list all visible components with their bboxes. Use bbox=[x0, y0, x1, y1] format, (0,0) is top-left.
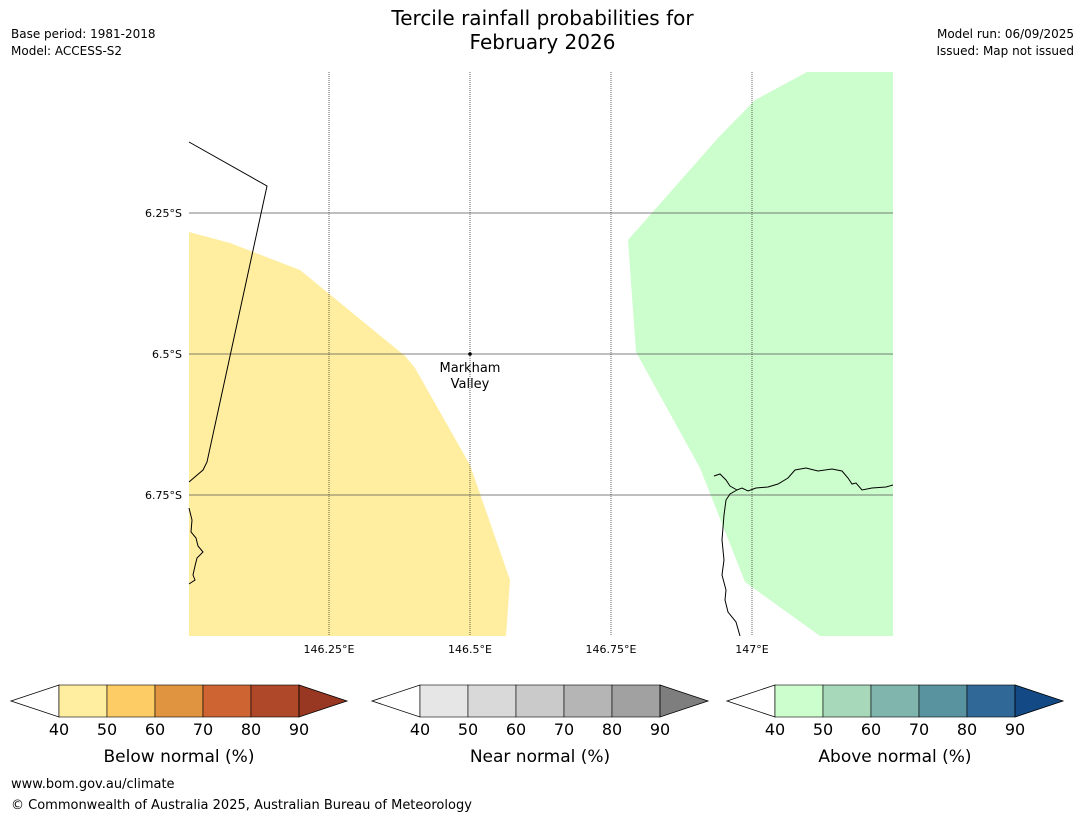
colorbar-tick-label: 60 bbox=[145, 720, 165, 739]
colorbar-near-normal: 40 50 60 70 80 90 Near normal (%) bbox=[370, 684, 710, 767]
colorbar-segment bbox=[154, 684, 204, 718]
colorbar-tick-label: 80 bbox=[957, 720, 977, 739]
colorbar-segment bbox=[202, 684, 252, 718]
colorbar-tick-label: 40 bbox=[765, 720, 785, 739]
colorbar-segment bbox=[250, 684, 300, 718]
colorbar-segment bbox=[966, 684, 1016, 718]
colorbar-segment bbox=[822, 684, 872, 718]
colorbar-tick-label: 50 bbox=[97, 720, 117, 739]
parallel-lines bbox=[189, 212, 893, 496]
model-run: Model run: 06/09/2025 bbox=[936, 27, 1074, 41]
colorbar-tick-label: 90 bbox=[650, 720, 670, 739]
colorbar-low-extension bbox=[370, 684, 421, 718]
lat-label-6-25: 6.25°S bbox=[145, 207, 182, 220]
lat-label-6-75: 6.75°S bbox=[145, 489, 182, 502]
colorbar-high-extension bbox=[1014, 684, 1065, 718]
colorbar-below-normal: 40 50 60 70 80 90 Below normal (%) bbox=[9, 684, 349, 767]
lon-label-147: 147°E bbox=[735, 643, 768, 656]
colorbar-segment bbox=[870, 684, 920, 718]
colorbar-segment bbox=[611, 684, 661, 718]
issued-status: Issued: Map not issued bbox=[936, 44, 1074, 58]
coastline-east bbox=[713, 467, 894, 637]
colorbar-segment bbox=[106, 684, 156, 718]
footer-copyright: © Commonwealth of Australia 2025, Austra… bbox=[11, 798, 472, 813]
colorbar-tick-label: 70 bbox=[554, 720, 574, 739]
meta-right: Model run: 06/09/2025 Issued: Map not is… bbox=[936, 26, 1074, 60]
colorbar-above-normal: 40 50 60 70 80 90 Above normal (%) bbox=[725, 684, 1065, 767]
lon-label-146-75: 146.75°E bbox=[586, 643, 637, 656]
lon-labels: 146.25°E 146.5°E 146.75°E 147°E bbox=[304, 643, 769, 656]
lon-label-146-25: 146.25°E bbox=[304, 643, 355, 656]
colorbar-label: Below normal (%) bbox=[104, 747, 255, 767]
colorbar-high-extension bbox=[659, 684, 710, 718]
colorbar-segment bbox=[918, 684, 968, 718]
title-line-2: February 2026 bbox=[469, 30, 616, 54]
below-normal-region bbox=[189, 232, 510, 636]
colorbar-low-extension bbox=[9, 684, 60, 718]
map-area: Markham Valley bbox=[188, 72, 894, 637]
colorbar-tick-label: 60 bbox=[506, 720, 526, 739]
colorbar-tick-label: 80 bbox=[241, 720, 261, 739]
colorbar-segment bbox=[58, 684, 108, 718]
footer: www.bom.gov.au/climate © Commonwealth of… bbox=[11, 774, 472, 816]
colorbar-tick-label: 80 bbox=[602, 720, 622, 739]
colorbar-high-extension bbox=[298, 684, 349, 718]
lat-labels: 6.25°S 6.5°S 6.75°S bbox=[145, 207, 182, 502]
place-label-line-2: Valley bbox=[451, 377, 490, 392]
colorbar-tick-label: 90 bbox=[289, 720, 309, 739]
border-line bbox=[188, 141, 268, 483]
meta-left: Base period: 1981-2018 Model: ACCESS-S2 bbox=[11, 26, 156, 60]
colorbar-tick-label: 70 bbox=[193, 720, 213, 739]
colorbar-tick-label: 50 bbox=[458, 720, 478, 739]
lat-label-6-5: 6.5°S bbox=[152, 348, 182, 361]
colorbar-tick-label: 70 bbox=[909, 720, 929, 739]
place-label-line-1: Markham bbox=[440, 361, 501, 376]
colorbar-tick-label: 50 bbox=[813, 720, 833, 739]
footer-url: www.bom.gov.au/climate bbox=[11, 777, 175, 792]
base-period: Base period: 1981-2018 bbox=[11, 27, 156, 41]
colorbar-label: Above normal (%) bbox=[818, 747, 971, 767]
colorbar-segment bbox=[515, 684, 565, 718]
colorbar-segment bbox=[774, 684, 824, 718]
title-line-1: Tercile rainfall probabilities for bbox=[391, 6, 694, 30]
colorbar-low-extension bbox=[725, 684, 776, 718]
colorbar-segment bbox=[563, 684, 613, 718]
coast-west bbox=[188, 507, 204, 585]
colorbar-label: Near normal (%) bbox=[470, 747, 610, 767]
colorbar-tick-label: 40 bbox=[49, 720, 69, 739]
model-name: Model: ACCESS-S2 bbox=[11, 44, 123, 58]
map-title: Tercile rainfall probabilities for Febru… bbox=[0, 6, 1085, 54]
markham-valley-marker bbox=[468, 352, 472, 356]
lon-label-146-5: 146.5°E bbox=[448, 643, 492, 656]
colorbar-segment bbox=[467, 684, 517, 718]
colorbar-tick-label: 90 bbox=[1005, 720, 1025, 739]
colorbar-tick-label: 40 bbox=[410, 720, 430, 739]
colorbar-segment bbox=[419, 684, 469, 718]
colorbar-tick-label: 60 bbox=[861, 720, 881, 739]
